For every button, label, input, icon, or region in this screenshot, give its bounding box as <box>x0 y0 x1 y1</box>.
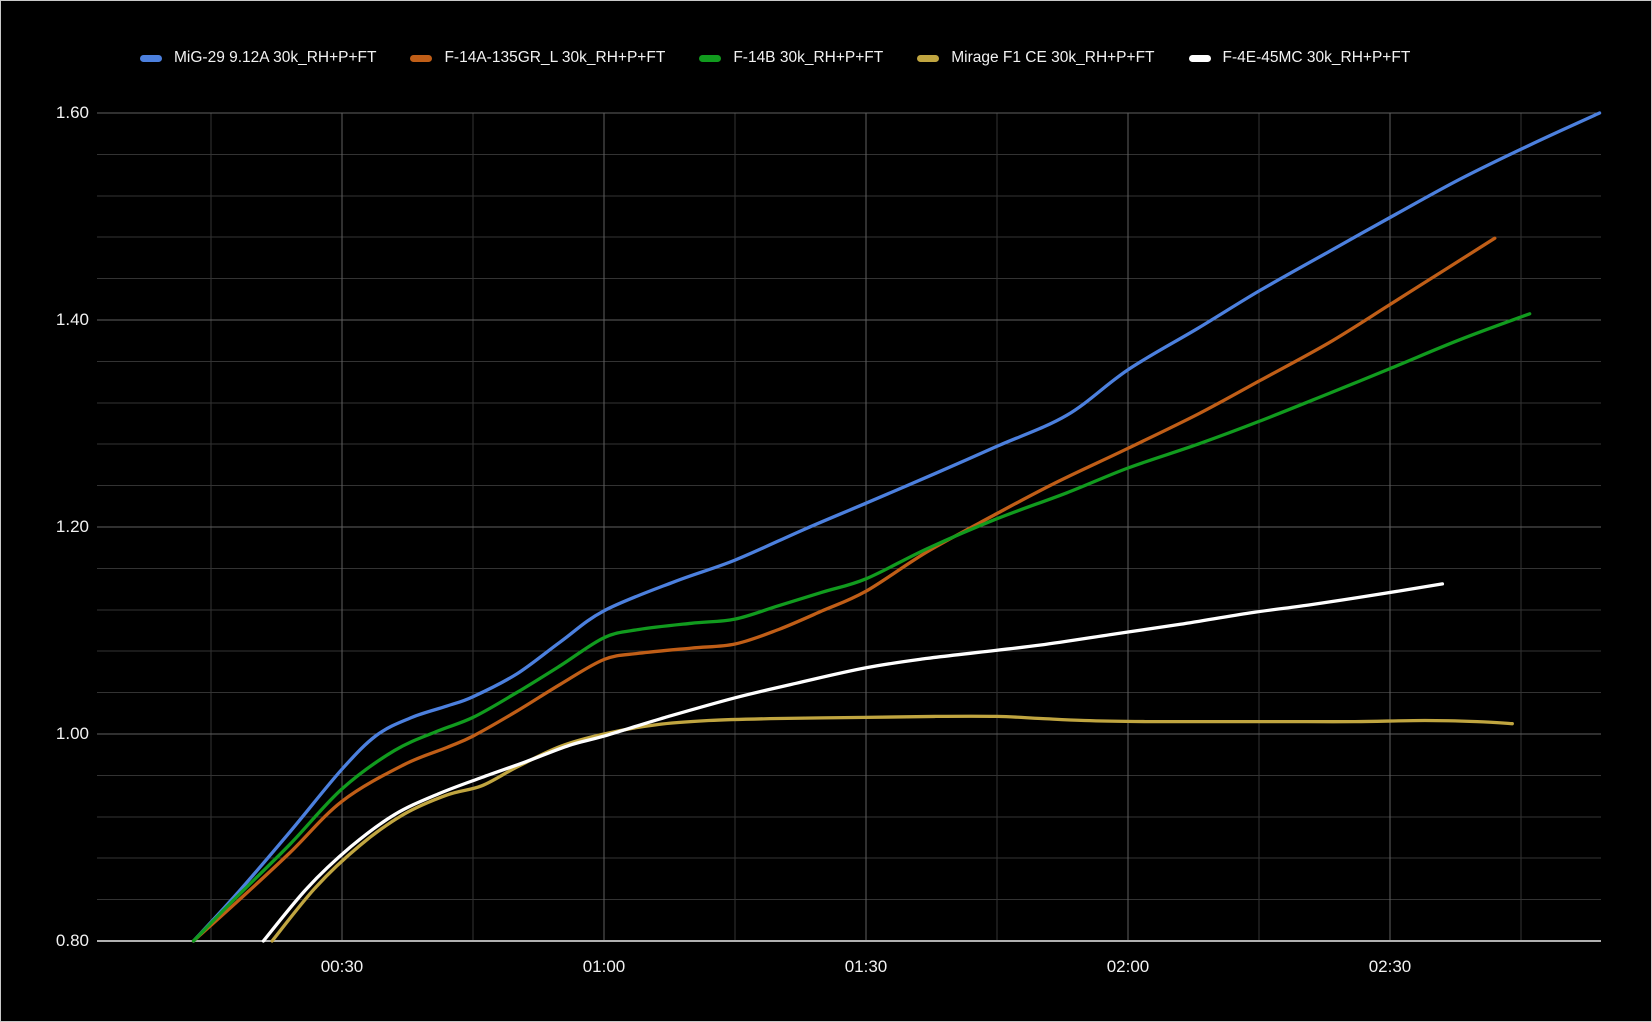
series-line-mig-29-9-12a-30k-rh-p-ft <box>191 111 1602 943</box>
y-tick-label: 0.80 <box>55 931 89 950</box>
legend-label: F-4E-45MC 30k_RH+P+FT <box>1222 49 1411 66</box>
legend-label: F-14B 30k_RH+P+FT <box>733 49 884 66</box>
legend-swatch-icon <box>699 54 722 62</box>
legend-item-mirage-f1-ce-30k-rh-p-ft: Mirage F1 CE 30k_RH+P+FT <box>917 49 1155 67</box>
legend-item-mig-29-9-12a-30k-rh-p-ft: MiG-29 9.12A 30k_RH+P+FT <box>140 49 376 67</box>
legend-item-f-14b-30k-rh-p-ft: F-14B 30k_RH+P+FT <box>699 49 883 67</box>
legend-label: MiG-29 9.12A 30k_RH+P+FT <box>174 49 377 66</box>
legend-item-f-4e-45mc-30k-rh-p-ft: F-4E-45MC 30k_RH+P+FT <box>1188 49 1411 67</box>
y-tick-label: 1.60 <box>55 103 89 122</box>
x-tick-label: 01:30 <box>844 957 888 976</box>
series-line-f-14b-30k-rh-p-ft <box>191 312 1532 943</box>
chart-legend: MiG-29 9.12A 30k_RH+P+FT F-14A-135GR_L 30… <box>140 47 1410 69</box>
legend-swatch-icon <box>140 54 162 62</box>
x-tick-label: 02:00 <box>1106 957 1150 976</box>
series-line-f-14a-135gr-l-30k-rh-p-ft <box>191 236 1497 943</box>
x-tick-label: 01:00 <box>582 957 626 976</box>
y-tick-label: 1.40 <box>55 310 89 329</box>
legend-swatch-icon <box>1188 54 1211 62</box>
y-tick-label: 1.00 <box>55 724 89 743</box>
series-line-f-4e-45mc-30k-rh-p-ft <box>261 582 1445 943</box>
y-tick-label: 1.20 <box>55 517 89 536</box>
x-tick-label: 00:30 <box>320 957 364 976</box>
legend-swatch-icon <box>410 54 433 62</box>
legend-swatch-icon <box>917 54 940 62</box>
series-line-mirage-f1-ce-30k-rh-p-ft <box>270 714 1514 943</box>
legend-label: Mirage F1 CE 30k_RH+P+FT <box>951 49 1155 66</box>
legend-item-f-14a-135gr-l-30k-rh-p-ft: F-14A-135GR_L 30k_RH+P+FT <box>410 49 665 67</box>
x-tick-label: 02:30 <box>1368 957 1412 976</box>
legend-label: F-14A-135GR_L 30k_RH+P+FT <box>444 49 666 66</box>
